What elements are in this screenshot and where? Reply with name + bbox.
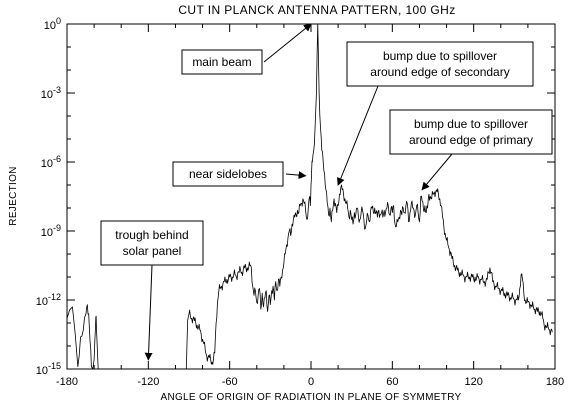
annotation-text: around edge of primary [409,133,533,147]
annotation: bump due to spillover around edge of prim… [389,109,553,191]
annotation: bump due to spillover around edge of seco… [337,41,534,186]
chart-title: CUT IN PLANCK ANTENNA PATTERN, 100 GHz [178,3,455,17]
annotation: trough behind solar panel [100,220,204,361]
x-tick-label: 120 [464,376,482,388]
annotation-text: main beam [192,55,251,69]
annotation-arrow [337,85,379,186]
annotation-text: bump due to spillover [414,117,528,131]
annotation-arrow [285,171,307,180]
annotation-box [100,220,204,266]
annotation-arrow [144,264,153,361]
annotation: main beam [181,23,312,75]
y-tick-label: 10-9 [41,223,61,239]
x-tick-label: 60 [386,376,398,388]
x-tick-label: 180 [546,376,564,388]
annotation-text: solar panel [123,244,182,258]
annotation-text: around edge of secondary [370,65,509,79]
annotation-box [346,41,534,87]
annotation-box [172,161,284,187]
tick-marks [66,23,556,370]
y-tick-label: 10-6 [41,154,61,170]
y-tick-label: 10-15 [36,361,61,377]
x-axis-title: ANGLE OF ORIGIN OF RADIATION IN PLANE OF… [160,392,461,403]
x-tick-labels: -180 -120 -60 0 60 120 180 [56,376,564,388]
y-tick-label: 10-12 [36,292,61,308]
series-line [66,23,553,370]
annotation-box [181,49,263,75]
x-tick-label: -60 [222,376,238,388]
x-tick-label: -180 [56,376,78,388]
annotation-text: near sidelobes [189,167,267,181]
y-axis-title: REJECTION [8,166,19,225]
annotation-arrow [263,23,312,63]
annotations: main beam bump due to spillover around edg… [100,23,553,361]
annotation-text: trough behind [115,228,188,242]
annotation: near sidelobes [172,161,307,187]
y-tick-labels: 100 10-3 10-6 10-9 10-12 10-15 [36,16,61,377]
x-tick-label: -120 [137,376,159,388]
y-tick-label: 10-3 [41,85,61,101]
x-tick-label: 0 [308,376,314,388]
y-tick-label: 100 [44,16,61,32]
annotation-box [389,109,553,155]
annotation-arrow [421,153,453,191]
annotation-text: bump due to spillover [383,49,497,63]
